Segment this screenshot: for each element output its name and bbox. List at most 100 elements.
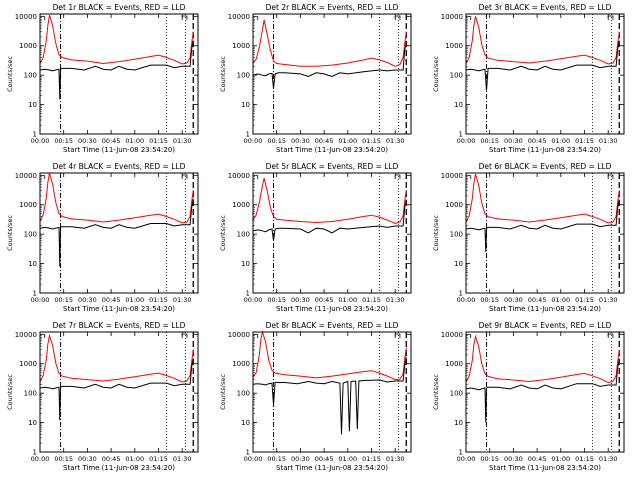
y-tick-label: 100	[450, 390, 463, 398]
x-tick-label: 00:15	[480, 296, 499, 304]
y-tick-label: 10000	[441, 172, 463, 180]
y-tick-label: 1000	[445, 360, 463, 368]
y-tick-label: 1	[33, 449, 37, 457]
x-axis-label: Start Time (11-Jun-08 23:54:20)	[489, 146, 601, 154]
x-tick-label: 01:15	[362, 455, 381, 463]
y-tick-label: 1	[33, 131, 37, 139]
x-tick-label: 00:45	[315, 455, 334, 463]
series-red-lld	[465, 334, 620, 384]
y-tick-label: 10	[241, 419, 250, 427]
panel-title: Det 8r BLACK = Events, RED = LLD	[266, 321, 399, 330]
plot-frame	[252, 13, 412, 135]
x-tick-label: 00:30	[291, 137, 310, 145]
x-tick-label: 00:00	[244, 455, 263, 463]
y-tick-label: 1000	[19, 360, 37, 368]
y-tick-label: 1000	[232, 201, 250, 209]
y-tick-label: 1000	[19, 42, 37, 50]
y-tick-label: 100	[237, 390, 250, 398]
y-tick-label: 1000	[232, 42, 250, 50]
panel-title: Det 4r BLACK = Events, RED = LLD	[53, 162, 186, 171]
x-axis-label: Start Time (11-Jun-08 23:54:20)	[489, 305, 601, 313]
top-bracket	[394, 174, 401, 179]
y-tick-label: 1	[459, 131, 463, 139]
panel-det-6: Det 6r BLACK = Events, RED = LLD 1 10 100 10…	[432, 162, 625, 313]
x-tick-label: 00:45	[102, 137, 121, 145]
x-tick-label: 01:30	[173, 296, 192, 304]
y-tick-label: 10	[28, 260, 37, 268]
y-tick-label: 10	[454, 101, 463, 109]
x-tick-label: 00:45	[102, 455, 121, 463]
x-tick-label: 01:00	[551, 296, 570, 304]
x-tick-label: 00:15	[267, 137, 286, 145]
series-red-lld	[465, 173, 620, 224]
x-tick-label: 01:15	[575, 296, 594, 304]
y-axis-label: Counts/sec	[6, 215, 14, 251]
x-tick-label: 01:00	[551, 137, 570, 145]
x-tick-label: 01:30	[599, 455, 618, 463]
series-red-lld	[252, 178, 407, 225]
panel-det-3: Det 3r BLACK = Events, RED = LLD 1 10 100 10…	[432, 3, 625, 154]
plot-frame	[39, 172, 199, 294]
series-black-events	[39, 358, 194, 421]
top-bracket	[607, 15, 614, 20]
y-tick-label: 1000	[445, 201, 463, 209]
y-tick-label: 100	[450, 72, 463, 80]
x-tick-label: 01:00	[551, 455, 570, 463]
x-tick-label: 01:30	[599, 296, 618, 304]
x-tick-label: 00:15	[267, 296, 286, 304]
series-black-events	[252, 199, 407, 241]
x-axis-label: Start Time (11-Jun-08 23:54:20)	[489, 464, 601, 472]
panel-title: Det 6r BLACK = Events, RED = LLD	[479, 162, 612, 171]
x-tick-label: 01:00	[125, 296, 144, 304]
x-tick-label: 00:00	[244, 296, 263, 304]
top-bracket	[394, 333, 401, 338]
panel-det-5: Det 5r BLACK = Events, RED = LLD 1 10 100 10…	[219, 162, 412, 313]
series-black-events	[252, 356, 407, 435]
panel-det-1: Det 1r BLACK = Events, RED = LLD 1 10 100 10…	[6, 3, 199, 154]
x-tick-label: 00:45	[315, 137, 334, 145]
panel-det-8: Det 8r BLACK = Events, RED = LLD 1 10 100 10…	[219, 321, 412, 472]
y-axis-label: Counts/sec	[432, 56, 440, 92]
x-tick-label: 00:45	[102, 296, 121, 304]
x-tick-label: 01:15	[575, 137, 594, 145]
x-tick-label: 00:30	[78, 296, 97, 304]
plot-frame	[465, 331, 625, 453]
y-tick-label: 10	[454, 260, 463, 268]
y-tick-label: 1	[459, 449, 463, 457]
x-axis-label: Start Time (11-Jun-08 23:54:20)	[276, 305, 388, 313]
x-tick-label: 00:15	[480, 137, 499, 145]
x-tick-label: 01:30	[386, 455, 405, 463]
panel-det-9: Det 9r BLACK = Events, RED = LLD 1 10 100 10…	[432, 321, 625, 472]
y-tick-label: 10000	[15, 172, 37, 180]
top-bracket	[607, 174, 614, 179]
x-tick-label: 00:45	[528, 455, 547, 463]
x-tick-label: 00:00	[457, 296, 476, 304]
x-tick-label: 01:30	[386, 137, 405, 145]
x-tick-label: 00:00	[31, 455, 50, 463]
y-axis-label: Counts/sec	[219, 56, 227, 92]
top-bracket	[181, 174, 188, 179]
x-tick-label: 01:00	[125, 137, 144, 145]
x-tick-label: 00:15	[54, 137, 73, 145]
y-tick-label: 10000	[441, 331, 463, 339]
panel-title: Det 5r BLACK = Events, RED = LLD	[266, 162, 399, 171]
x-tick-label: 00:30	[78, 455, 97, 463]
y-tick-label: 10	[28, 419, 37, 427]
x-tick-label: 01:00	[338, 455, 357, 463]
x-tick-label: 00:30	[78, 137, 97, 145]
x-tick-label: 00:15	[480, 455, 499, 463]
x-axis-label: Start Time (11-Jun-08 23:54:20)	[63, 305, 175, 313]
y-tick-label: 1	[246, 449, 250, 457]
y-tick-label: 10	[454, 419, 463, 427]
y-tick-label: 100	[24, 390, 37, 398]
x-tick-label: 00:00	[31, 137, 50, 145]
series-black-events	[39, 198, 194, 267]
series-black-events	[252, 41, 407, 89]
x-tick-label: 01:15	[149, 137, 168, 145]
y-tick-label: 100	[237, 72, 250, 80]
y-tick-label: 100	[24, 231, 37, 239]
y-tick-label: 1	[459, 290, 463, 298]
x-tick-label: 00:30	[504, 137, 523, 145]
y-tick-label: 1000	[445, 42, 463, 50]
x-tick-label: 00:15	[267, 455, 286, 463]
